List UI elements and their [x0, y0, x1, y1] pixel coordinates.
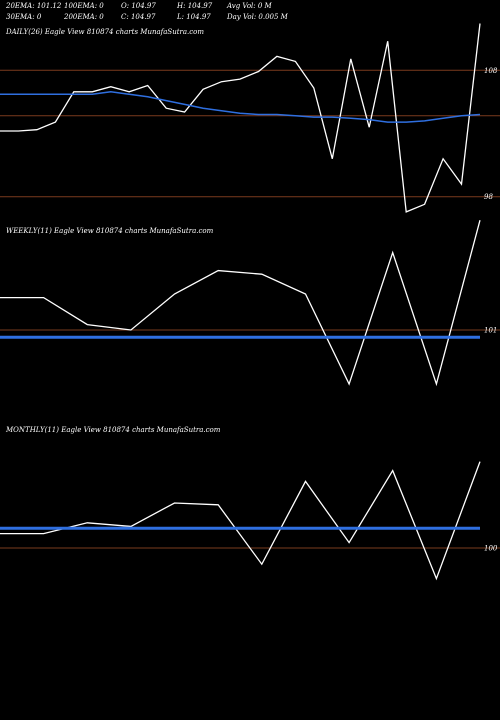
stat-ema100: 100EMA: 0 [64, 2, 104, 10]
stat-ema200: 200EMA: 0 [64, 13, 104, 21]
stat-ema30: 30EMA: 0 [6, 13, 42, 21]
weekly-price-line [0, 220, 481, 387]
monthly-price-line [0, 461, 481, 581]
monthly-level-label-0: 100 [484, 545, 498, 553]
stat-low: L: 104.97 [177, 13, 211, 21]
weekly-level-label-0: 101 [484, 327, 497, 335]
stat-close: C: 104.97 [121, 13, 156, 21]
weekly-chart-title: WEEKLY(11) Eagle View 810874 charts Muna… [6, 227, 214, 235]
stat-day-volume: Day Vol: 0.005 M [227, 13, 288, 21]
stat-open: O: 104.97 [121, 2, 156, 10]
daily-level-label-0: 108 [484, 67, 498, 75]
stat-ema20: 20EMA: 101.12 [6, 2, 62, 10]
daily-level-label-1: 98 [484, 193, 493, 201]
stat-avg-volume: Avg Vol: 0 M [227, 2, 272, 10]
monthly-chart-title: MONTHLY(11) Eagle View 810874 charts Mun… [6, 426, 221, 434]
daily-chart-title: DAILY(26) Eagle View 810874 charts Munaf… [6, 28, 205, 36]
stat-high: H: 104.97 [177, 2, 213, 10]
daily-ema-line [0, 91, 481, 123]
daily-price-line [0, 23, 481, 213]
